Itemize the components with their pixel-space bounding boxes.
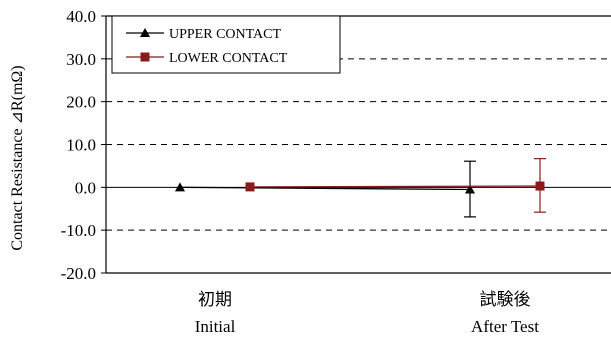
legend-box	[111, 15, 341, 74]
legend: UPPER CONTACT LOWER CONTACT	[111, 15, 341, 74]
legend-entry-label: LOWER CONTACT	[169, 51, 288, 66]
x-category-label-en: Initial	[195, 317, 236, 336]
gridlines	[106, 58, 611, 231]
y-tick-label: -10.0	[61, 221, 96, 240]
y-tick-label: 20.0	[66, 93, 96, 112]
square-marker	[245, 182, 255, 192]
triangle-marker	[465, 184, 475, 194]
x-category-label-ja: 試験後	[480, 290, 531, 309]
y-tick-labels: 40.0 30.0 20.0 10.0 0.0 -10.0 -20.0	[61, 7, 96, 283]
y-tick-label: 10.0	[66, 136, 96, 155]
y-tick-label: 40.0	[66, 7, 96, 26]
triangle-marker	[175, 182, 185, 192]
series-line	[249, 185, 541, 188]
triangle-marker	[140, 28, 150, 37]
x-category-label-ja: 初期	[198, 290, 232, 309]
series-line	[179, 186, 471, 191]
x-category-label-en: After Test	[471, 317, 539, 336]
y-tick-label: -20.0	[61, 264, 96, 283]
square-marker	[535, 181, 545, 191]
square-marker	[140, 52, 150, 62]
legend-entry-label: UPPER CONTACT	[169, 27, 282, 42]
series-group	[175, 158, 546, 218]
y-axis-label: Contact Resistance ⊿R(mΩ)	[9, 65, 26, 250]
y-tick-label: 30.0	[66, 50, 96, 69]
y-tick-label: 0.0	[75, 178, 96, 197]
x-category-labels: 初期 Initial 試験後 After Test	[195, 290, 540, 336]
